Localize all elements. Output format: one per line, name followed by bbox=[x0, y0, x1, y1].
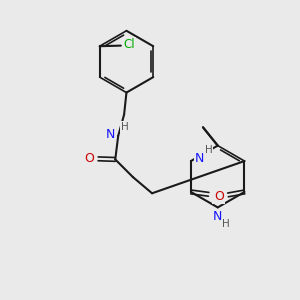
Text: O: O bbox=[212, 190, 222, 202]
Text: N: N bbox=[213, 210, 222, 223]
Text: N: N bbox=[195, 152, 205, 165]
Text: O: O bbox=[84, 152, 94, 165]
Text: Cl: Cl bbox=[123, 38, 135, 51]
Text: H: H bbox=[121, 122, 129, 132]
Text: O: O bbox=[214, 190, 224, 203]
Text: N: N bbox=[105, 128, 115, 141]
Text: H: H bbox=[205, 145, 212, 155]
Text: H: H bbox=[222, 220, 230, 230]
